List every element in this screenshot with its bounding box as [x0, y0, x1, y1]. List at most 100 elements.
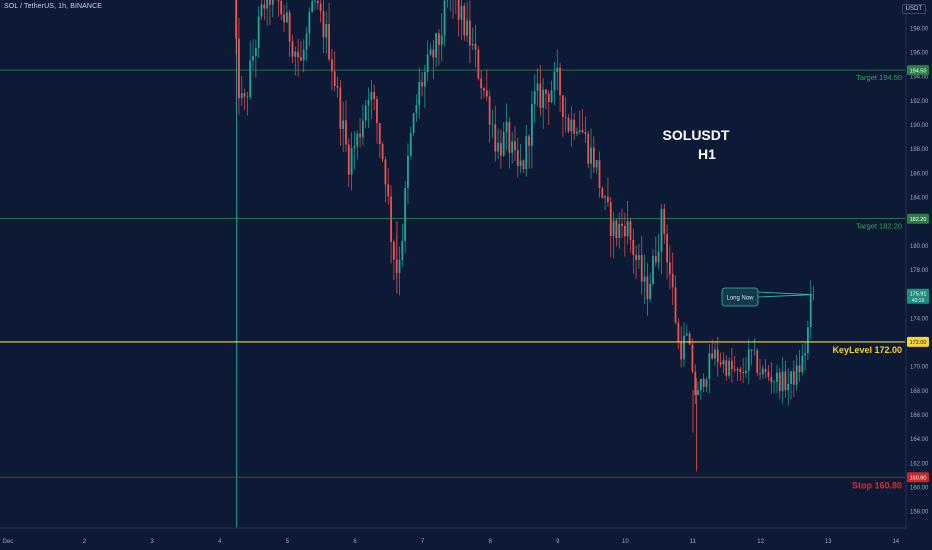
- symbol-title: SOL / TetherUS, 1h, BINANCE: [4, 3, 103, 10]
- candle-body: [725, 360, 728, 376]
- candle-body: [359, 133, 361, 138]
- candle-body: [612, 220, 615, 236]
- candle-body: [742, 372, 745, 374]
- candle-body: [308, 12, 311, 34]
- candle-body: [759, 373, 761, 375]
- candle-body: [505, 122, 508, 133]
- candle-body: [764, 368, 767, 372]
- x-tick-label: Dec: [3, 539, 14, 545]
- candle-body: [469, 20, 471, 46]
- candle-body: [545, 89, 547, 94]
- candle-body: [697, 390, 699, 396]
- candle-body: [767, 371, 770, 377]
- candle-body: [669, 262, 671, 275]
- candle-body: [350, 148, 353, 175]
- candle-body: [373, 92, 376, 100]
- currency-button[interactable]: USDT: [901, 4, 926, 14]
- candle-body: [311, 1, 314, 13]
- candle-body: [747, 349, 750, 371]
- x-tick-label: 14: [892, 539, 899, 545]
- candle-body: [283, 14, 285, 23]
- candle-body: [626, 221, 629, 237]
- candle-body: [508, 122, 511, 153]
- candle-body: [277, 0, 280, 1]
- candle-body: [519, 160, 522, 167]
- candle-body: [471, 43, 474, 46]
- candle-body: [314, 0, 316, 2]
- level-label-target: Target 194.50: [856, 73, 902, 82]
- candle-body: [497, 142, 499, 152]
- candle-body: [787, 383, 790, 391]
- candle-body: [770, 376, 773, 383]
- candle-body: [460, 5, 463, 20]
- candle-body: [702, 378, 705, 387]
- y-tick-label: 180.00: [910, 244, 929, 250]
- candle-body: [652, 255, 654, 284]
- candle-body: [716, 349, 719, 363]
- x-tick-label: 4: [218, 539, 222, 545]
- candle-body: [483, 88, 485, 91]
- y-tick-label: 158.00: [910, 510, 929, 516]
- x-tick-label: 11: [690, 539, 697, 545]
- y-tick-label: 188.00: [910, 147, 929, 153]
- candle-body: [576, 131, 578, 134]
- candle-body: [235, 0, 238, 39]
- candle-body: [446, 0, 449, 1]
- candle-body: [322, 11, 325, 38]
- candle-body: [325, 24, 328, 38]
- candle-body: [635, 254, 638, 260]
- candle-body: [474, 43, 477, 50]
- last-price-tag: [907, 288, 929, 304]
- candle-body: [587, 133, 590, 164]
- candle-body: [246, 96, 249, 98]
- level-label-keylevel: KeyLevel 172.00: [832, 345, 902, 355]
- candle-body: [367, 99, 370, 106]
- candle-body: [607, 196, 609, 203]
- candle-body: [561, 95, 564, 118]
- candle-body: [714, 349, 716, 359]
- candle-body: [412, 113, 415, 133]
- x-tick-label: 7: [421, 539, 425, 545]
- candle-body: [269, 0, 271, 5]
- candle-body: [694, 371, 697, 396]
- candle-body: [736, 369, 739, 371]
- y-tick-label: 174.00: [910, 316, 929, 322]
- candle-body: [249, 60, 252, 98]
- candle-body: [294, 51, 297, 57]
- chart-title: SOLUSDT: [663, 127, 730, 143]
- candle-body: [331, 59, 333, 72]
- candle-body: [753, 350, 756, 352]
- candle-body: [705, 379, 708, 387]
- x-tick-label: 2: [83, 539, 87, 545]
- y-tick-label: 184.00: [910, 195, 929, 201]
- candle-body: [798, 365, 801, 373]
- candle-body: [398, 259, 401, 273]
- candle-body: [480, 78, 483, 89]
- candle-body: [238, 38, 240, 99]
- y-tick-label: 198.00: [910, 26, 929, 32]
- candle-body: [438, 33, 440, 45]
- candle-body: [390, 196, 392, 242]
- candle-body: [361, 120, 364, 138]
- candle-body: [435, 33, 438, 58]
- candle-body: [761, 368, 764, 375]
- candle-body: [728, 360, 730, 376]
- candle-body: [252, 56, 254, 61]
- candle-body: [440, 35, 443, 45]
- last-price-value: 175.91: [910, 292, 927, 298]
- level-tag-target: [907, 65, 929, 76]
- candle-body: [773, 381, 776, 383]
- x-tick-label: 5: [286, 539, 290, 545]
- candle-body: [739, 369, 742, 373]
- level-tag-text: 182.20: [910, 217, 927, 223]
- candle-body: [381, 144, 384, 160]
- last-price-countdown: 40:19: [912, 298, 925, 304]
- candle-body: [621, 223, 623, 226]
- candle-body: [254, 48, 257, 57]
- candle-body: [660, 208, 663, 252]
- candle-body: [463, 5, 466, 36]
- candle-body: [401, 240, 404, 260]
- candle-body: [649, 283, 652, 300]
